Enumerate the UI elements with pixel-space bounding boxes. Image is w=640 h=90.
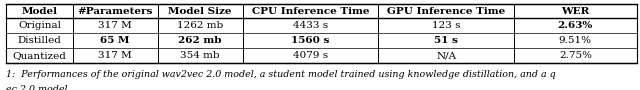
Text: ec 2.0 model.: ec 2.0 model. [6,85,71,90]
Text: Quantized: Quantized [13,51,67,60]
Text: 2.75%: 2.75% [559,51,592,60]
Text: 4433 s: 4433 s [293,21,328,30]
Text: Original: Original [18,21,61,30]
Text: 123 s: 123 s [432,21,460,30]
Text: 317 M: 317 M [99,51,132,60]
Text: CPU Inference Time: CPU Inference Time [252,7,369,15]
Text: 2.63%: 2.63% [557,21,593,30]
Text: 1262 mb: 1262 mb [177,21,223,30]
Text: 65 M: 65 M [100,36,130,45]
Text: 317 M: 317 M [99,21,132,30]
Text: Distilled: Distilled [17,36,61,45]
Text: 51 s: 51 s [434,36,458,45]
Text: Model: Model [22,7,58,15]
Text: GPU Inference Time: GPU Inference Time [387,7,505,15]
Text: 262 mb: 262 mb [179,36,222,45]
Text: 1:  Performances of the original wav2vec 2.0 model, a student model trained usin: 1: Performances of the original wav2vec … [6,70,556,79]
Text: WER: WER [561,7,589,15]
Text: #Parameters: #Parameters [77,7,153,15]
Text: 9.51%: 9.51% [559,36,592,45]
Text: N/A: N/A [436,51,456,60]
Text: 354 mb: 354 mb [180,51,220,60]
Text: 4079 s: 4079 s [293,51,328,60]
Text: 1560 s: 1560 s [291,36,330,45]
Text: Model Size: Model Size [168,7,232,15]
Bar [6,4,637,63]
